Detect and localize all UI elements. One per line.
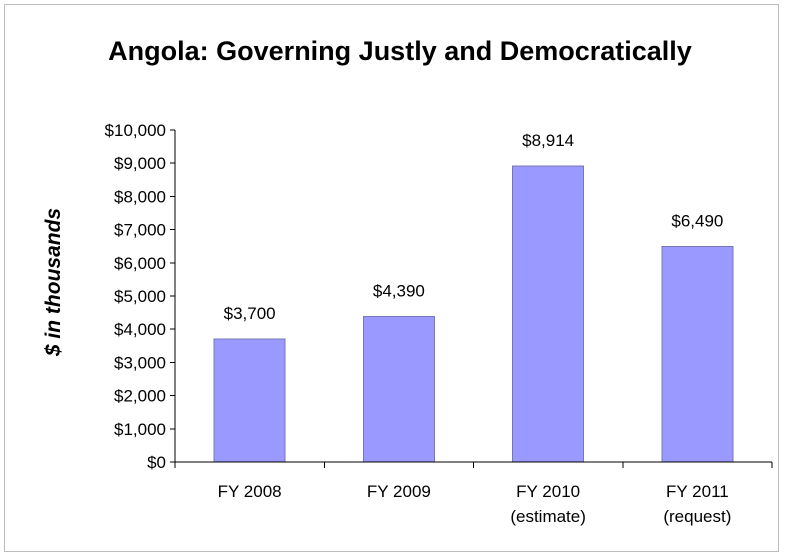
category-label: FY 2008 [218,482,282,501]
data-label: $6,490 [671,212,723,231]
category-label: FY 2011 [666,482,729,501]
y-axis-ticks: $0 $1,000 $2,000 $3,000 $4,000 $5,000 $6,000 $7… [105,121,175,472]
bar [512,165,585,463]
category-label: FY 2009 [367,482,431,501]
y-tick-label: $8,000 [114,187,166,206]
data-label: $3,700 [224,304,276,323]
bars: $3,700 $4,390 $8,914 $6,490 [213,131,734,463]
y-tick-label: $5,000 [114,287,166,306]
bar [362,315,435,463]
y-tick-label: $3,000 [114,353,166,372]
y-tick-label: $1,000 [114,420,166,439]
y-tick-label: $10,000 [105,121,166,140]
y-tick-label: $0 [147,453,166,472]
data-label: $4,390 [373,281,425,300]
data-label: $8,914 [522,131,574,150]
y-tick-label: $7,000 [114,221,166,240]
category-label: (estimate) [510,507,586,526]
x-axis-ticks: FY 2008 FY 2009 FY 2010 (estimate) FY 2011 (r… [174,462,773,526]
bar [213,338,286,463]
y-tick-label: $6,000 [114,254,166,273]
y-tick-label: $4,000 [114,320,166,339]
y-tick-label: $2,000 [114,387,166,406]
y-axis-label: $ in thousands [42,208,65,357]
chart-title: Angola: Governing Justly and Democratica… [108,36,692,66]
category-label: (request) [663,507,731,526]
bar [661,246,734,463]
category-label: FY 2010 [516,482,580,501]
y-tick-label: $9,000 [114,154,166,173]
